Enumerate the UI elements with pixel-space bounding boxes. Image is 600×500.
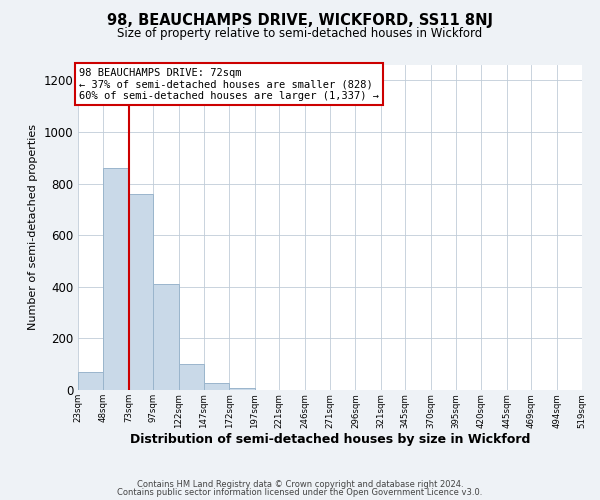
- Bar: [103, 168, 129, 390]
- Text: Contains public sector information licensed under the Open Government Licence v3: Contains public sector information licen…: [118, 488, 482, 497]
- Bar: [78, 372, 103, 390]
- Bar: [179, 364, 204, 390]
- Text: Contains HM Land Registry data © Crown copyright and database right 2024.: Contains HM Land Registry data © Crown c…: [137, 480, 463, 489]
- Y-axis label: Number of semi-detached properties: Number of semi-detached properties: [28, 124, 38, 330]
- Bar: [153, 284, 179, 390]
- Bar: [129, 194, 153, 390]
- Bar: [229, 388, 255, 390]
- Text: Size of property relative to semi-detached houses in Wickford: Size of property relative to semi-detach…: [118, 28, 482, 40]
- Text: 98 BEAUCHAMPS DRIVE: 72sqm
← 37% of semi-detached houses are smaller (828)
60% o: 98 BEAUCHAMPS DRIVE: 72sqm ← 37% of semi…: [79, 68, 379, 101]
- Bar: [204, 383, 229, 390]
- X-axis label: Distribution of semi-detached houses by size in Wickford: Distribution of semi-detached houses by …: [130, 433, 530, 446]
- Text: 98, BEAUCHAMPS DRIVE, WICKFORD, SS11 8NJ: 98, BEAUCHAMPS DRIVE, WICKFORD, SS11 8NJ: [107, 12, 493, 28]
